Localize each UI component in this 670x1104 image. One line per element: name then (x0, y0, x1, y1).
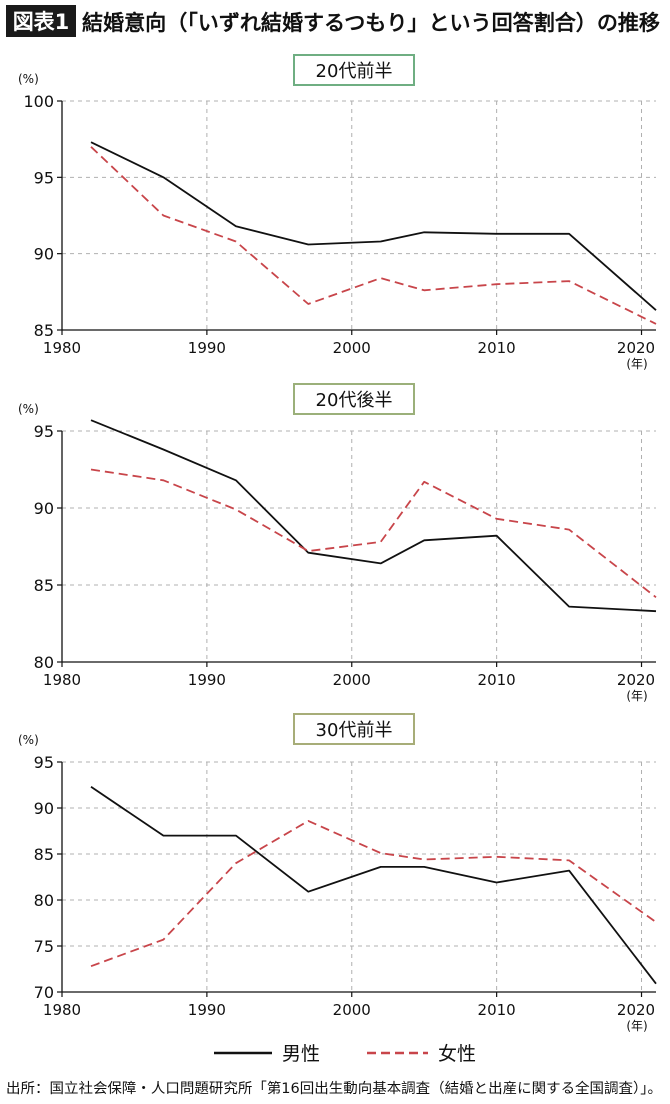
figure-label-box (6, 5, 76, 37)
x-tick-label: 1980 (43, 1001, 81, 1019)
x-axis-unit: (年) (626, 357, 647, 371)
y-axis-unit: (%) (18, 733, 39, 747)
x-tick-label: 2010 (478, 1001, 516, 1019)
series-line-male (90, 419, 657, 613)
chart-panel-20s-late: 20代後半 80 85 90 95 1980 1990 2000 2010 2020 (%) (年) (18, 383, 657, 703)
figure-label: 図表1 (13, 10, 70, 34)
series-line-male (90, 141, 657, 311)
y-tick-label: 70 (34, 983, 54, 1002)
panel-title: 30代前半 (316, 720, 393, 741)
y-tick-label: 100 (23, 92, 54, 111)
x-tick-label: 2020 (617, 671, 655, 689)
y-tick-label: 75 (34, 937, 54, 956)
y-axis-unit: (%) (18, 72, 39, 86)
panel-title-box (293, 383, 415, 415)
panel-title: 20代前半 (316, 61, 393, 82)
chart-panel-20s-early: 20代前半 85 90 95 100 1980 1990 2000 2010 2020 (%) (年) (18, 54, 657, 371)
y-tick-label: 85 (34, 845, 54, 864)
legend: 男性 女性 (214, 1043, 476, 1065)
chart-panel-30s-early: 30代前半 70 75 80 85 90 95 1980 1990 2000 2010 2020 (%)… (18, 713, 657, 1033)
panel-title: 20代後半 (316, 390, 393, 411)
x-tick-label: 2020 (617, 339, 655, 357)
y-tick-label: 85 (34, 576, 54, 595)
panel-title-box (293, 713, 415, 745)
x-tick-label: 1980 (43, 671, 81, 689)
y-tick-label: 90 (34, 499, 54, 518)
y-tick-label: 95 (34, 753, 54, 772)
y-tick-label: 80 (34, 653, 54, 672)
x-tick-label: 2000 (333, 671, 371, 689)
x-tick-label: 2010 (478, 671, 516, 689)
x-tick-label: 2000 (333, 339, 371, 357)
y-tick-label: 90 (34, 245, 54, 264)
legend-female-label: 女性 (438, 1043, 476, 1065)
y-tick-label: 95 (34, 422, 54, 441)
y-tick-label: 90 (34, 799, 54, 818)
x-tick-label: 1980 (43, 339, 81, 357)
x-tick-label: 1990 (188, 671, 226, 689)
figure-title: 結婚意向（「いずれ結婚するつもり」という回答割合）の推移 (82, 11, 660, 35)
x-tick-label: 2020 (617, 1001, 655, 1019)
y-tick-label: 95 (34, 168, 54, 187)
x-tick-label: 2000 (333, 1001, 371, 1019)
series-line-male (90, 786, 657, 985)
x-axis-unit: (年) (626, 689, 647, 703)
panel-title-box (293, 54, 415, 86)
x-tick-label: 1990 (188, 1001, 226, 1019)
y-axis-unit: (%) (18, 402, 39, 416)
series-line-female (90, 468, 657, 599)
legend-male-label: 男性 (282, 1043, 320, 1065)
y-tick-label: 85 (34, 321, 54, 340)
x-tick-label: 2010 (478, 339, 516, 357)
source-note: 出所：国立社会保障・人口問題研究所「第16回出生動向基本調査（結婚と出産に関する… (6, 1080, 662, 1097)
series-line-female (90, 820, 657, 968)
x-tick-label: 1990 (188, 339, 226, 357)
x-axis-unit: (年) (626, 1019, 647, 1033)
y-tick-label: 80 (34, 891, 54, 910)
